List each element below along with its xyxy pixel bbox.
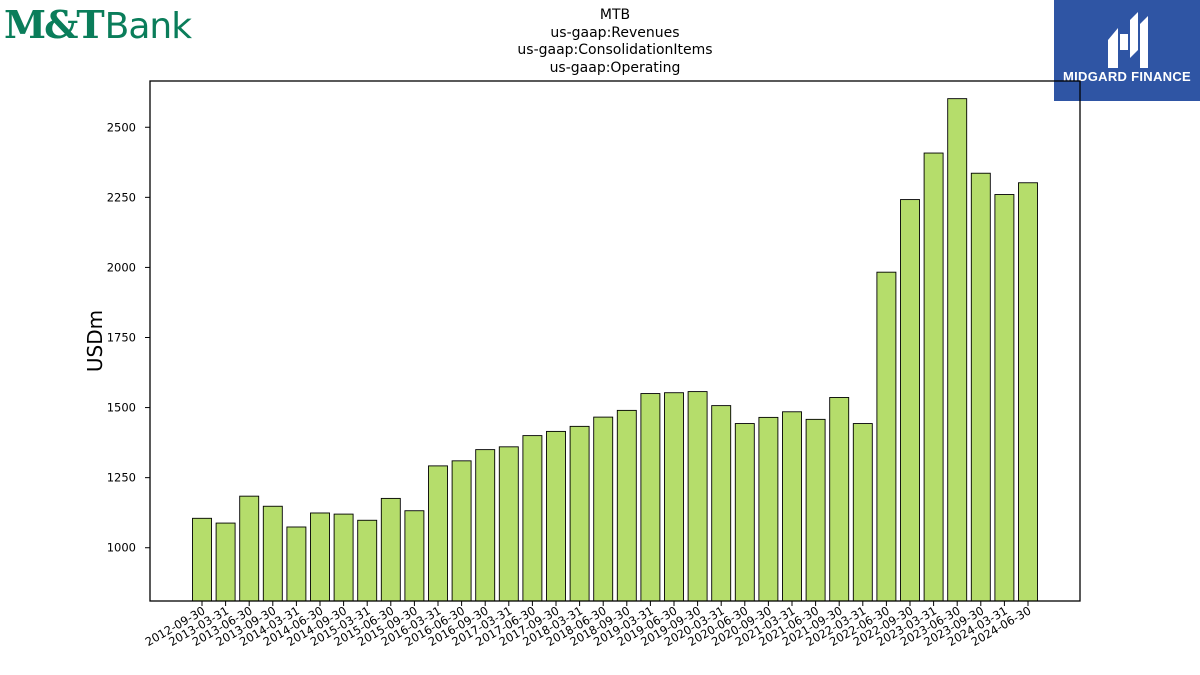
- bar: [522, 435, 543, 602]
- y-tick-label: 1500: [107, 401, 136, 415]
- bar: [900, 199, 920, 602]
- bar: [569, 425, 590, 602]
- bar: [994, 194, 1015, 602]
- bar: [876, 271, 897, 602]
- bar: [829, 397, 850, 602]
- y-tick-label: 1250: [107, 471, 136, 485]
- y-tick-label: 2000: [107, 260, 136, 274]
- chart-title-line-ticker: MTB: [599, 7, 631, 23]
- y-axis: 1000 1250 1500 1750 2000 2250 2500: [107, 120, 150, 555]
- bar: [923, 152, 944, 602]
- bar: [380, 497, 401, 602]
- bar: [357, 519, 378, 602]
- brand-logo-mark: M&T: [4, 2, 105, 47]
- bar: [451, 460, 472, 602]
- midgard-mark-icon: [1108, 12, 1148, 68]
- bar: [734, 423, 755, 602]
- bar: [758, 416, 779, 602]
- bar: [310, 512, 330, 602]
- bar: [782, 411, 802, 602]
- bar: [498, 446, 519, 602]
- chart-title-line-concept: us-gaap:Revenues: [550, 24, 680, 41]
- y-tick-label: 1750: [107, 330, 136, 344]
- bar: [970, 172, 991, 602]
- bar: [852, 423, 873, 602]
- y-tick-label: 1000: [107, 541, 136, 555]
- midgard-finance-logo: MIDGARD FINANCE: [1054, 0, 1200, 101]
- brand-logo: M&TBank: [4, 2, 192, 47]
- x-axis: 2012-09-302013-03-312013-06-302013-09-30…: [143, 601, 1034, 649]
- bar: [805, 418, 826, 602]
- bar: [711, 405, 732, 602]
- y-tick-label: 2250: [107, 190, 136, 204]
- bar: [262, 505, 283, 602]
- bar: [664, 392, 684, 602]
- bar: [687, 391, 708, 602]
- bar: [546, 430, 566, 602]
- bar: [475, 449, 496, 602]
- bar: [640, 393, 661, 602]
- bars-group: [192, 98, 1038, 602]
- y-tick-label: 2500: [107, 120, 136, 134]
- bar: [333, 513, 354, 602]
- bar: [428, 465, 448, 602]
- bar: [192, 517, 212, 602]
- bar: [286, 526, 307, 602]
- chart-title: MTB us-gaap:Revenues us-gaap:Consolidati…: [415, 7, 815, 77]
- brand-logo-word: Bank: [104, 6, 192, 47]
- bar: [593, 416, 614, 602]
- chart-title-line-member: us-gaap:Operating: [549, 59, 681, 76]
- bar: [1018, 182, 1038, 602]
- midgard-finance-name: MIDGARD FINANCE: [1063, 69, 1191, 84]
- chart-title-line-axis: us-gaap:ConsolidationItems: [517, 42, 713, 58]
- y-axis-label: USDm: [83, 310, 107, 372]
- bar: [215, 522, 236, 602]
- bar: [947, 98, 968, 602]
- bar: [404, 510, 425, 602]
- plot-frame: [149, 80, 1081, 602]
- bar: [239, 495, 260, 602]
- bar: [616, 409, 637, 602]
